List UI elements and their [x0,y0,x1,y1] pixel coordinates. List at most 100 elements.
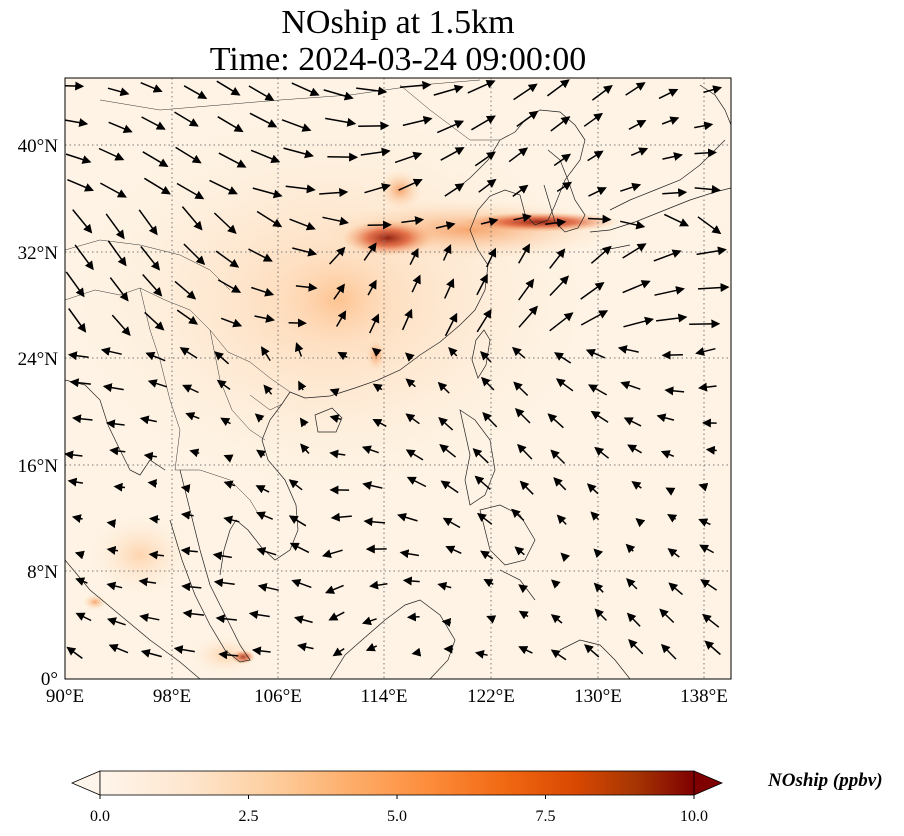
wind-vector-arrow [439,443,457,458]
wind-vector-arrow [183,85,208,99]
wind-vector-arrow [694,121,714,131]
wind-vector-arrow [283,147,314,159]
wind-vector-arrow [65,450,83,460]
wind-vector-arrow [699,544,714,554]
lat-tick-label: 24°N [18,349,59,370]
colorbar-tick-label: 0.0 [90,808,110,825]
wind-vector-arrow [622,243,647,259]
wind-vector-arrow [213,212,237,235]
wind-vector-arrow [696,246,727,256]
wind-vector-arrow [69,378,91,388]
wind-vector-arrow [140,82,163,93]
wind-vector-arrow [440,147,465,161]
wind-vector-arrow [256,210,283,228]
lat-tick-label: 32°N [18,243,59,264]
wind-vector-arrow [441,617,452,627]
wind-vector-arrow [628,639,644,655]
wind-vector-arrow [587,384,608,396]
wind-vector-arrow [251,286,275,297]
wind-vector-arrow [508,147,529,163]
wind-vector-arrow [695,347,716,356]
wind-vector-arrow [474,475,491,490]
wind-vector-arrow [180,510,194,520]
wind-vector-arrow [105,213,125,240]
wind-vector-arrow [180,484,191,494]
wind-vector-arrow [143,451,157,461]
wind-vector-arrow [223,515,240,525]
wind-vector-arrow [65,118,89,128]
wind-vector-arrow [109,446,126,456]
wind-vector-arrow [218,650,239,660]
wind-vector-arrow [435,221,456,230]
wind-vector-arrow [546,79,570,97]
wind-vector-arrow [700,579,718,591]
wind-vector-arrow [445,545,462,554]
wind-vector-arrow [555,378,574,392]
wind-vector-arrow [65,153,92,164]
wind-vector-arrow [394,151,423,164]
wind-vector-arrow [182,609,204,619]
wind-vector-arrow [294,342,304,357]
wind-vector-arrow [518,584,529,594]
wind-vector-arrow [406,476,427,488]
wind-vector-arrow [66,646,83,660]
wind-vector-arrow [623,316,654,328]
wind-vector-arrow [100,347,122,356]
wind-vector-arrow [298,380,307,391]
wind-vector-arrow [580,282,605,300]
wind-vector-arrow [472,448,489,464]
wind-vector-arrow [590,511,600,521]
wind-vector-arrow [553,153,572,167]
wind-vector-arrow [106,519,117,529]
wind-vector-arrow [480,217,499,227]
wind-vector-arrow [138,577,157,587]
wind-vector-arrow [626,578,638,590]
wind-vector-arrow [260,346,271,362]
wind-vector-arrow [214,351,230,365]
wind-vector-arrow [399,549,420,559]
wind-vector-arrow [361,616,377,626]
wind-vector-arrow [627,444,642,454]
wind-vector-arrow [218,152,247,168]
wind-vector-arrow [622,280,651,294]
wind-vector-arrow [697,216,722,235]
wind-vector-arrow [590,245,612,264]
wind-vector-arrow [174,111,199,127]
wind-vector-arrow [300,443,310,454]
wind-vector-arrow [513,83,538,101]
wind-vector-arrow [660,450,675,459]
wind-vector-arrow [617,345,639,354]
wind-vector-arrow [217,116,244,133]
wind-vector-arrow [291,82,320,96]
wind-vector-arrow [444,183,465,197]
wind-vector-arrow [513,213,532,223]
wind-vector-arrow [545,218,567,228]
wind-vector-arrow [107,240,127,267]
wind-vector-arrow [625,82,646,96]
wind-vector-arrow [217,279,242,293]
wind-vector-arrow [299,417,309,428]
wind-vector-arrow [547,413,564,429]
wind-vector-arrow [514,407,531,424]
wind-vector-arrow [108,121,133,133]
wind-vector-arrow [519,480,534,495]
colorbar-extend-max [693,770,724,796]
wind-vector-arrow [436,120,465,134]
wind-vector-arrow [256,449,267,459]
wind-vector-arrow [322,216,349,226]
wind-vector-arrow [182,384,199,394]
wind-vector-arrow [583,112,604,127]
wind-vector-arrow [704,640,721,656]
wind-vector-arrow [654,286,685,296]
wind-vector-arrow [75,612,92,622]
wind-vector-arrow [405,413,420,425]
wind-vector-arrow [518,646,533,655]
wind-vector-arrow [658,88,679,100]
wind-vector-arrow [404,352,415,362]
wind-vector-arrow [144,177,171,195]
wind-vector-arrow [289,218,316,231]
wind-vector-arrow [212,551,232,561]
wind-vector-arrow [181,582,202,592]
wind-vector-arrow [363,242,377,261]
wind-vector-arrow [476,273,488,296]
